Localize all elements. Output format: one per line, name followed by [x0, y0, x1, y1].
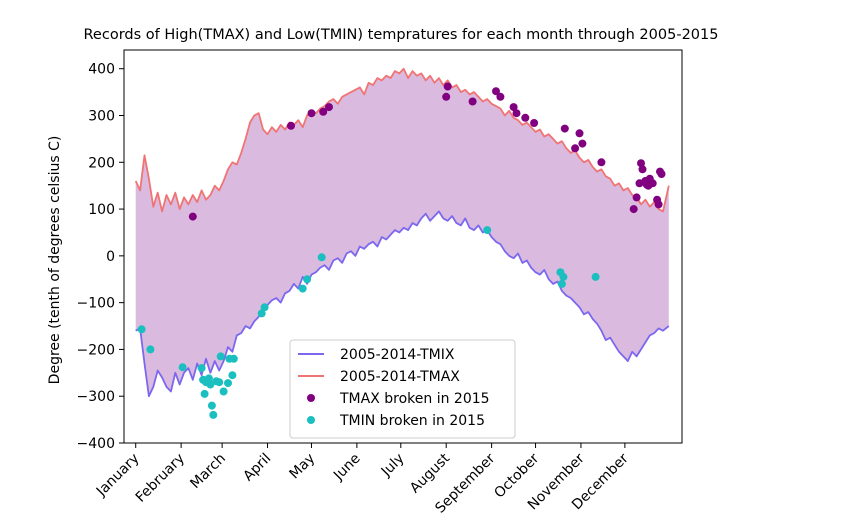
tmin-record-point — [219, 387, 228, 396]
tmax-record-point — [509, 103, 518, 112]
chart-title: Records of High(TMAX) and Low(TMIN) temp… — [84, 27, 719, 43]
y-tick-label: −300 — [77, 389, 115, 405]
legend: 2005-2014-TMIX 2005-2014-TMAX TMAX broken … — [289, 339, 516, 439]
tmax-record-point — [654, 200, 663, 209]
tmax-record-point — [512, 109, 521, 118]
tmin-record-point — [146, 345, 155, 354]
tmax-record-point — [637, 159, 645, 168]
tmax-record-point — [638, 165, 647, 174]
tmin-series-line — [135, 210, 670, 398]
tmax-record-point — [530, 119, 539, 127]
tmax-record-point — [442, 92, 451, 101]
tmax-record-point — [468, 97, 477, 106]
tmax-record-point — [443, 82, 452, 91]
tmax-record-point — [560, 124, 569, 133]
tmin-record-point — [298, 284, 307, 293]
tmax-record-point — [188, 212, 197, 221]
y-tick-label: 100 — [88, 202, 115, 218]
legend-label: TMIN broken in 2015 — [339, 413, 485, 429]
tmax-series-line — [134, 67, 670, 213]
y-tick-label: 300 — [88, 109, 115, 125]
tmin-record-point — [559, 272, 568, 281]
tmax-record-point — [319, 107, 328, 116]
tmax-record-point — [307, 109, 316, 118]
tmin-record-point — [200, 389, 209, 398]
tmin-record-point — [483, 226, 492, 235]
tmin-record-point — [228, 371, 237, 380]
tmin-record-point — [317, 253, 326, 262]
tmin-record-point — [206, 380, 215, 389]
tmin-record-point — [557, 279, 566, 288]
tmax-record-point — [597, 158, 606, 167]
y-tick-label: 400 — [88, 62, 115, 78]
tmin-record-point — [204, 374, 213, 383]
tmax-record-point — [492, 87, 500, 96]
tmin-record-point — [137, 325, 146, 334]
legend-label: 2005-2014-TMAX — [340, 369, 460, 385]
tmax-record-point — [496, 92, 505, 101]
tmin-record-point — [257, 309, 266, 318]
tmax-record-point — [575, 129, 584, 138]
y-tick-label: −400 — [77, 436, 115, 452]
tmin-record-point — [209, 410, 218, 419]
tmin-record-point — [591, 272, 600, 281]
tmax-record-point — [632, 193, 641, 202]
tmax-record-point — [325, 103, 333, 112]
tmax-record-point — [521, 113, 530, 122]
y-axis-label: Degree (tenth of degrees celsius C) — [47, 136, 63, 385]
tmax-record-point — [657, 170, 666, 178]
legend-dot-swatch — [307, 394, 315, 402]
legend-box — [289, 339, 516, 439]
tmin-record-point — [207, 401, 216, 410]
legend-label: 2005-2014-TMIX — [340, 347, 455, 363]
plot-area — [134, 67, 670, 419]
y-tick-label: −100 — [77, 296, 115, 312]
tmin-record-point — [197, 364, 206, 373]
y-tick-label: −200 — [77, 342, 115, 358]
y-tick-label: 200 — [88, 155, 115, 171]
legend-dot-swatch — [307, 416, 315, 424]
y-tick-label: 0 — [106, 249, 115, 265]
tmin-record-point — [178, 363, 187, 372]
tmin-record-point — [229, 354, 238, 363]
tmin-record-point — [215, 378, 224, 387]
y-axis: −400 −300 −200 −100 0 100 200 300 400 — [77, 62, 124, 452]
tmax-record-point — [578, 139, 587, 148]
tmin-record-point — [216, 352, 225, 361]
tmax-record-point — [287, 121, 295, 130]
tmin-record-point — [224, 379, 232, 388]
tmax-record-point — [648, 179, 657, 188]
axes-frame — [123, 49, 683, 444]
tmax-record-point — [571, 144, 580, 153]
tmax-record-point — [629, 205, 638, 214]
fill-between-area — [135, 68, 669, 397]
tmin-record-point — [260, 303, 269, 312]
legend-label: TMAX broken in 2015 — [339, 391, 490, 407]
tmin-record-point — [303, 275, 312, 284]
